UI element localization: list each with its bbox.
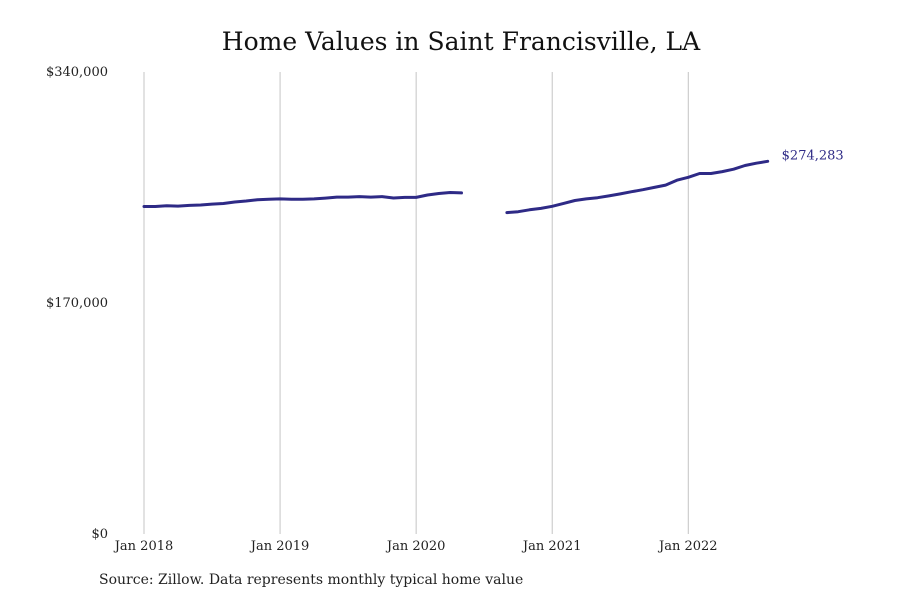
y-tick-label: $170,000 bbox=[46, 296, 108, 311]
x-tick-label: Jan 2021 bbox=[521, 539, 582, 554]
x-tick-label: Jan 2022 bbox=[657, 539, 718, 554]
x-tick-label: Jan 2020 bbox=[385, 539, 446, 554]
y-axis-ticks: $0 $170,000 $340,000 bbox=[46, 65, 108, 542]
y-tick-label: $340,000 bbox=[46, 65, 108, 80]
chart-title: Home Values in Saint Francisville, LA bbox=[221, 27, 701, 56]
y-tick-label: $0 bbox=[91, 527, 108, 542]
gridlines bbox=[143, 72, 689, 534]
end-value-label: $274,283 bbox=[782, 148, 844, 163]
series-line-segment-2 bbox=[505, 159, 770, 215]
end-labels: $274,283 bbox=[782, 148, 844, 163]
series-line-segment-1 bbox=[142, 191, 463, 208]
chart-source-note: Source: Zillow. Data represents monthly … bbox=[99, 572, 524, 588]
series-home-value bbox=[142, 159, 770, 215]
x-axis-ticks: Jan 2018 Jan 2019 Jan 2020 Jan 2021 Jan 2022 bbox=[113, 539, 718, 554]
x-tick-label: Jan 2018 bbox=[113, 539, 174, 554]
x-tick-label: Jan 2019 bbox=[249, 539, 310, 554]
